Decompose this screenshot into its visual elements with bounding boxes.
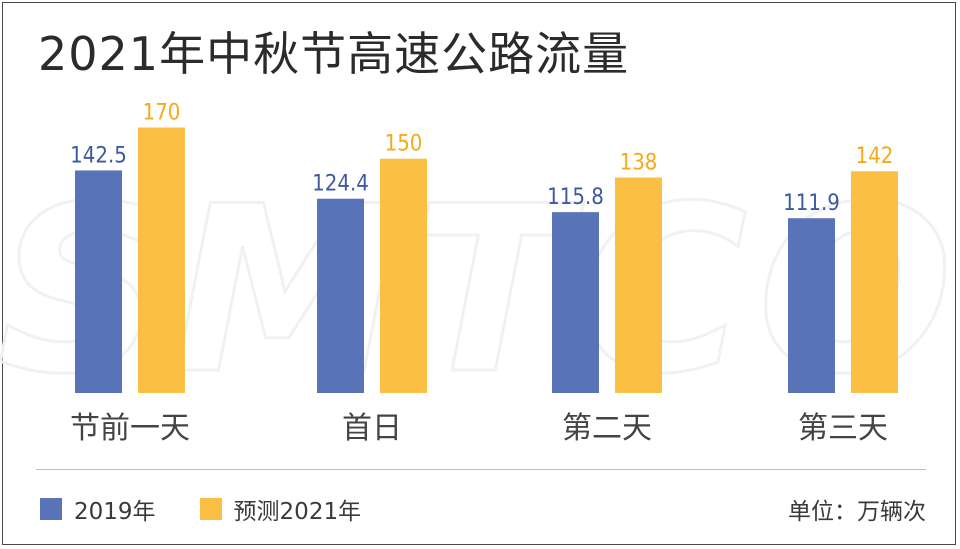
category-label-2: 第二天 bbox=[562, 411, 652, 446]
value-label-2021-2: 138 bbox=[620, 150, 658, 175]
chart-title: 2021年中秋节高速公路流量 bbox=[38, 27, 630, 81]
legend-swatch-2021 bbox=[199, 498, 222, 520]
bar-2021-0 bbox=[138, 127, 185, 393]
legend-item-2019: 2019年 bbox=[40, 492, 156, 526]
legend-label-2021: 预测2021年 bbox=[233, 499, 362, 525]
value-label-2019-1: 124.4 bbox=[312, 172, 369, 197]
legend-label-2019: 2019年 bbox=[74, 499, 156, 525]
legend-divider bbox=[36, 469, 926, 470]
bar-2021-1 bbox=[380, 158, 427, 393]
bar-2019-3 bbox=[788, 218, 835, 393]
legend: 2019年 预测2021年 bbox=[40, 492, 405, 526]
value-label-2019-3: 111.9 bbox=[783, 191, 840, 216]
value-label-2021-0: 170 bbox=[143, 100, 181, 125]
category-label-1: 首日 bbox=[342, 411, 402, 446]
value-label-2019-0: 142.5 bbox=[70, 143, 127, 168]
bar-2019-2 bbox=[552, 212, 599, 393]
bar-2021-3 bbox=[851, 171, 898, 393]
value-label-2021-3: 142 bbox=[856, 144, 894, 169]
category-label-3: 第三天 bbox=[798, 411, 888, 446]
bar-2019-0 bbox=[75, 170, 122, 393]
value-label-2019-2: 115.8 bbox=[547, 185, 604, 210]
category-label-0: 节前一天 bbox=[70, 411, 190, 446]
legend-item-2021: 预测2021年 bbox=[199, 492, 362, 526]
bar-2019-1 bbox=[317, 198, 364, 393]
legend-swatch-2019 bbox=[40, 498, 62, 520]
value-label-2021-1: 150 bbox=[385, 132, 423, 157]
bar-2021-2 bbox=[615, 177, 662, 393]
unit-label: 单位：万辆次 bbox=[788, 499, 926, 525]
